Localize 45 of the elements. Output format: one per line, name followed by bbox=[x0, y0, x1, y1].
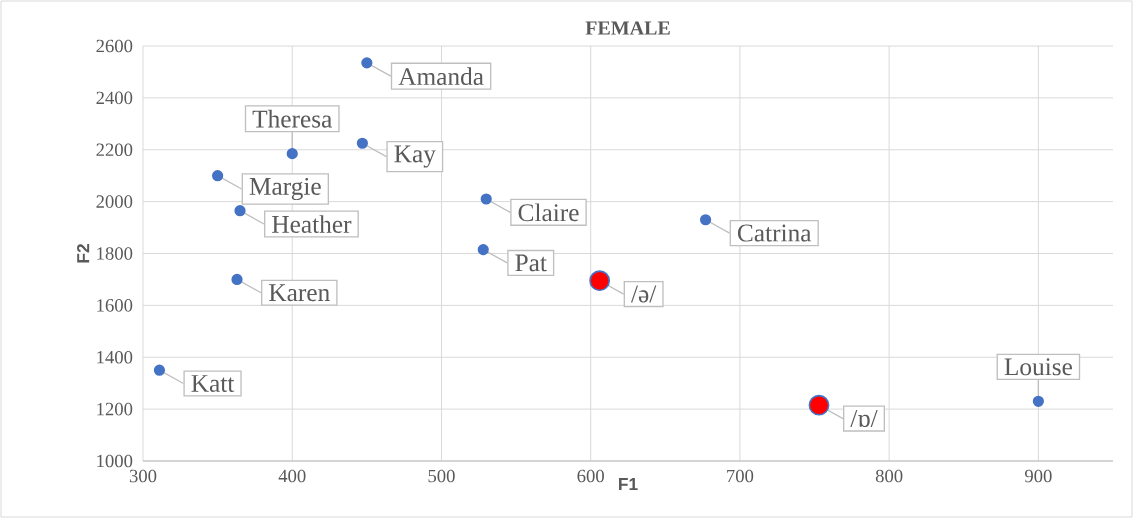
y-tick-label: 1400 bbox=[97, 350, 133, 364]
annotation: Claire bbox=[518, 203, 579, 222]
point bbox=[361, 57, 373, 69]
y-tick-label: 2200 bbox=[96, 143, 133, 157]
annotation: /ɒ/ bbox=[850, 410, 878, 428]
annotation: Louise bbox=[1004, 358, 1072, 376]
annotation: Katt bbox=[191, 375, 235, 392]
point bbox=[480, 193, 492, 205]
y-tick-label: 2400 bbox=[96, 91, 133, 105]
x-tick-label: 700 bbox=[727, 469, 754, 483]
y-tick-label: 2000 bbox=[96, 195, 133, 208]
annotation: Pat bbox=[515, 254, 547, 272]
point bbox=[477, 244, 489, 256]
y-tick-label: 2600 bbox=[96, 39, 133, 53]
x-tick-label: 900 bbox=[1024, 469, 1052, 483]
annotation: Amanda bbox=[398, 67, 484, 86]
x-tick-label: 800 bbox=[875, 469, 903, 483]
x-tick-label: 500 bbox=[428, 469, 455, 483]
point bbox=[153, 364, 166, 376]
annotation: Margie bbox=[249, 177, 321, 201]
point bbox=[589, 270, 611, 292]
point bbox=[1032, 395, 1044, 407]
x-tick-label: 600 bbox=[577, 469, 604, 483]
point bbox=[234, 205, 246, 217]
y-tick-label: 1000 bbox=[97, 454, 133, 468]
point bbox=[808, 394, 830, 416]
chart-title: FEMALE bbox=[585, 21, 670, 35]
y-tick-label: 1600 bbox=[97, 299, 133, 312]
point bbox=[699, 214, 712, 226]
x-axis-title: F1 bbox=[619, 478, 638, 491]
annotation: Theresa bbox=[252, 109, 332, 128]
annotation: Catrina bbox=[737, 224, 812, 242]
point bbox=[286, 148, 298, 160]
annotation: /ə/ bbox=[630, 285, 657, 303]
annotation: Heather bbox=[272, 215, 352, 233]
x-tick-label: 300 bbox=[129, 469, 157, 483]
point bbox=[231, 273, 243, 286]
point bbox=[212, 170, 224, 182]
y-axis-title: F2 bbox=[77, 244, 90, 263]
annotation: Kay bbox=[394, 145, 436, 168]
annotation: Karen bbox=[269, 284, 330, 302]
y-tick-label: 1800 bbox=[97, 247, 133, 260]
y-tick-label: 1200 bbox=[97, 402, 133, 416]
x-tick-label: 400 bbox=[278, 469, 306, 483]
point bbox=[356, 137, 368, 149]
